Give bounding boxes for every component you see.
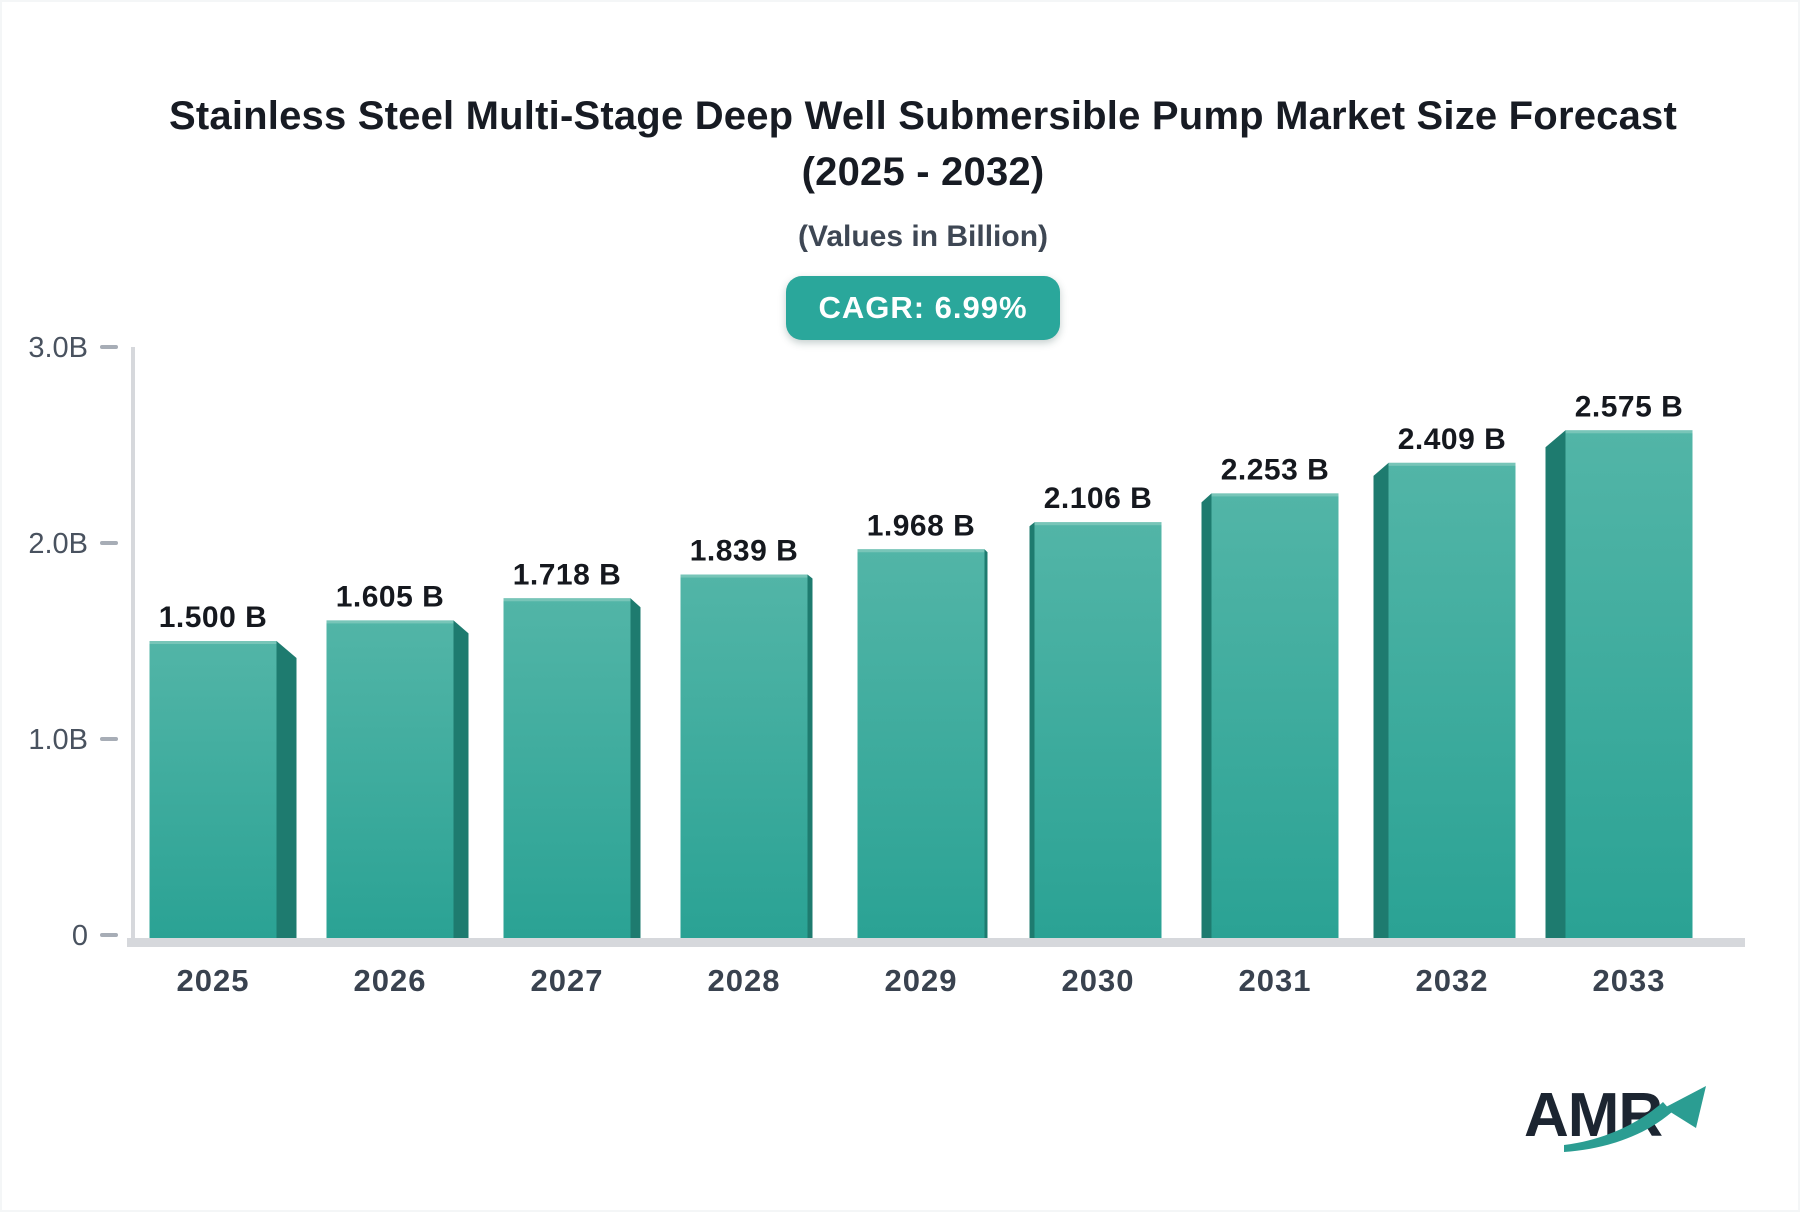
bar-side-2025 — [276, 641, 297, 941]
bar-2028 — [680, 574, 808, 941]
bar-side-2033 — [1545, 430, 1566, 941]
bar-value-label-2027: 1.718 B — [513, 558, 622, 591]
bar-top-edge-2033 — [1565, 430, 1693, 434]
page-title: Stainless Steel Multi-Stage Deep Well Su… — [23, 88, 1800, 200]
bar-top-edge-2027 — [503, 598, 631, 602]
bar-top-edge-2026 — [326, 620, 454, 624]
chart-title-line1: Stainless Steel Multi-Stage Deep Well Su… — [168, 94, 1678, 138]
bar-value-label-2033: 2.575 B — [1575, 390, 1684, 423]
chart-subtitle: (Values in Billion) — [797, 220, 1049, 253]
bar-2032 — [1388, 462, 1516, 941]
bar-2030 — [1034, 522, 1162, 941]
bar-side-2030 — [1029, 522, 1035, 941]
cagr-badge: CAGR: 6.99% — [786, 276, 1060, 340]
amr-logo: AMR — [1524, 1080, 1734, 1170]
y-tick-label-2.0B: 2.0B — [28, 528, 88, 560]
bar-2027 — [503, 598, 631, 941]
x-tick-label-2031: 2031 — [1239, 963, 1312, 998]
x-tick-label-2030: 2030 — [1062, 963, 1135, 998]
chart-header: Stainless Steel Multi-Stage Deep Well Su… — [23, 88, 1800, 340]
bar-side-2027 — [630, 598, 641, 941]
y-tick-dash-1.0B — [100, 737, 118, 741]
bar-top-edge-2030 — [1034, 522, 1162, 526]
x-tick-label-2026: 2026 — [354, 963, 427, 998]
bar-side-2032 — [1373, 462, 1389, 941]
y-tick-label-0: 0 — [72, 920, 88, 952]
bar-top-edge-2032 — [1388, 462, 1516, 466]
bar-value-label-2025: 1.500 B — [159, 601, 268, 634]
bar-value-label-2030: 2.106 B — [1044, 482, 1153, 515]
bar-top-edge-2029 — [857, 549, 985, 553]
amr-logo-text: AMR — [1524, 1081, 1663, 1150]
chart-title-line2: (2025 - 2032) — [801, 150, 1045, 194]
bar-side-2028 — [807, 574, 813, 941]
bar-top-edge-2028 — [680, 574, 808, 578]
growth-arrow-icon — [1564, 1086, 1706, 1152]
bar-value-label-2031: 2.253 B — [1221, 453, 1330, 486]
bar-top-edge-2025 — [149, 641, 277, 644]
bar-top-edge-2031 — [1211, 493, 1339, 497]
y-tick-dash-2.0B — [100, 541, 118, 545]
x-tick-label-2025: 2025 — [177, 963, 250, 998]
x-tick-label-2032: 2032 — [1416, 963, 1489, 998]
x-tick-label-2027: 2027 — [531, 963, 604, 998]
bar-2025 — [149, 641, 277, 941]
y-axis-line — [131, 347, 135, 947]
bar-side-2026 — [453, 620, 469, 941]
bar-2029 — [857, 549, 985, 941]
bar-value-label-2029: 1.968 B — [867, 509, 976, 542]
bar-2031 — [1211, 493, 1339, 941]
x-tick-label-2028: 2028 — [708, 963, 781, 998]
y-tick-dash-0 — [100, 933, 118, 937]
bar-side-2031 — [1201, 493, 1212, 941]
bar-2026 — [326, 620, 454, 941]
y-tick-dash-3.0B — [100, 345, 118, 349]
bar-value-label-2026: 1.605 B — [336, 580, 445, 613]
x-tick-label-2029: 2029 — [885, 963, 958, 998]
bar-value-label-2032: 2.409 B — [1398, 423, 1507, 456]
bar-side-2029 — [984, 549, 988, 941]
y-tick-label-1.0B: 1.0B — [28, 724, 88, 756]
x-axis-baseline — [127, 938, 1745, 947]
bar-value-label-2028: 1.839 B — [690, 535, 799, 568]
bar-2033 — [1565, 430, 1693, 941]
x-tick-label-2033: 2033 — [1593, 963, 1666, 998]
